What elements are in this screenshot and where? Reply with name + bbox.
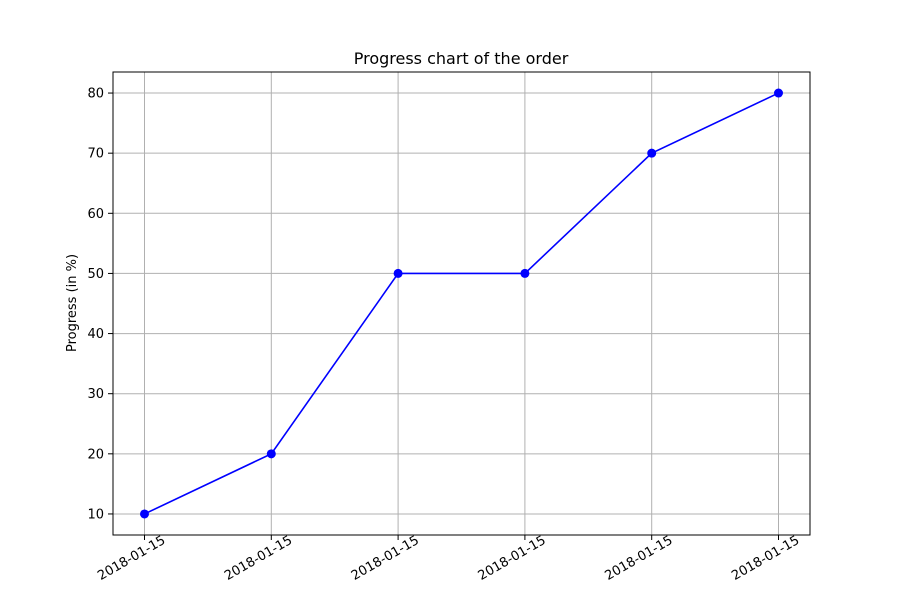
y-tick-label: 80 (87, 87, 104, 102)
series-line (144, 92, 779, 515)
y-tick-label: 70 (87, 147, 104, 162)
y-tick-label: 20 (87, 447, 104, 462)
y-tick-label: 30 (87, 387, 104, 402)
y-tick-label: 40 (87, 327, 104, 342)
data-point (266, 449, 276, 459)
y-tick-label: 60 (87, 207, 104, 222)
data-point (140, 509, 149, 519)
data-point (520, 268, 530, 278)
data-point (774, 88, 783, 98)
grid (113, 72, 810, 535)
data-point (647, 148, 657, 158)
data-point (393, 268, 403, 278)
series (140, 88, 783, 519)
y-axis-label: Progress (in %) (65, 254, 80, 352)
chart-title: Progress chart of the order (354, 49, 569, 68)
y-tick-label: 10 (87, 507, 104, 522)
y-tick-label: 50 (87, 267, 104, 282)
plot-frame (112, 71, 811, 536)
